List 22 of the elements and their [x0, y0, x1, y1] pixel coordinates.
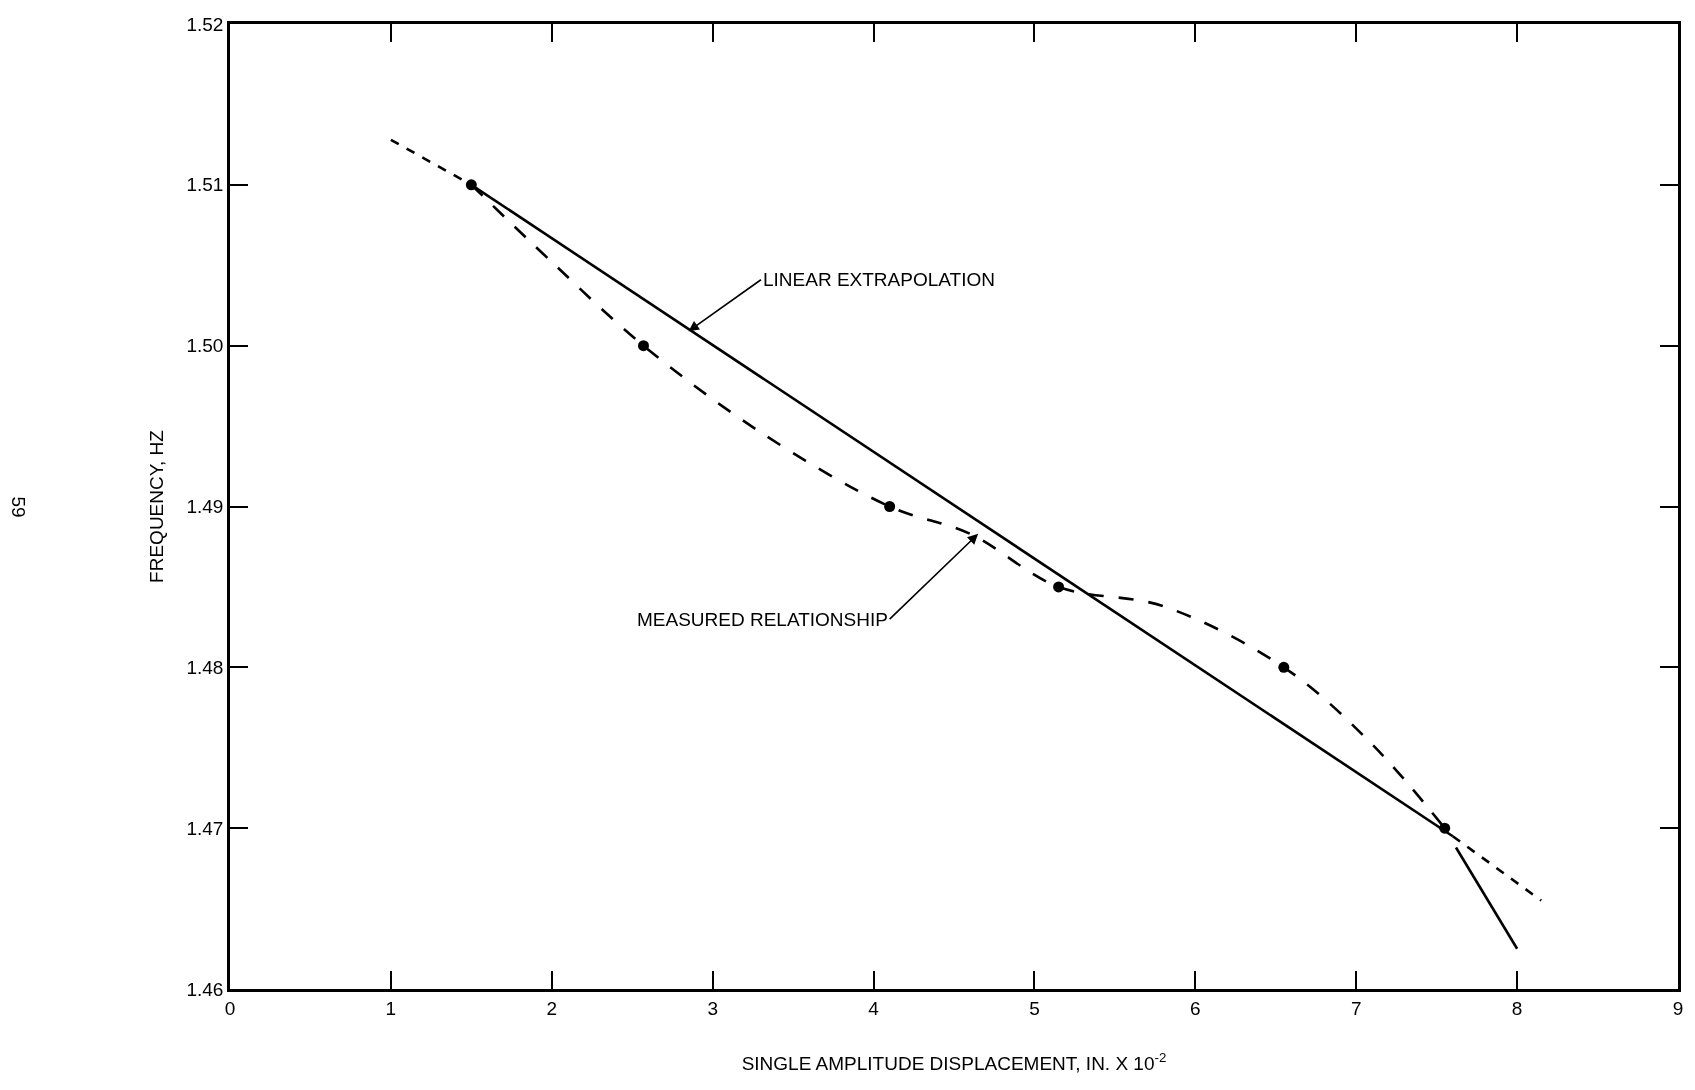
y-tick-label: 1.50 [186, 335, 224, 357]
x-axis-title: SINGLE AMPLITUDE DISPLACEMENT, IN. X 10$^{-2}$ [741, 1050, 1167, 1075]
text: 59 [7, 496, 29, 518]
y-tick-label: 1.51 [186, 174, 224, 196]
y-tick-label: 1.52 [186, 13, 224, 35]
x-tick-label: 8 [1511, 997, 1523, 1019]
x-tick-label: 1 [385, 997, 397, 1019]
annotation: LINEAR EXTRAPOLATION [763, 269, 995, 290]
x-tick-label: 7 [1350, 997, 1362, 1019]
x-tick-label: 5 [1029, 997, 1040, 1019]
x-tick-label: 3 [707, 997, 718, 1019]
y-tick-label: 1.49 [186, 496, 224, 518]
x-tick-label: 0 [224, 997, 236, 1019]
y-tick-label: 1.46 [186, 978, 224, 1000]
y-tick-label: 1.47 [186, 817, 224, 839]
y-axis-title: FREQUENCY, HZ [146, 429, 168, 583]
y-tick-label: 1.48 [186, 656, 224, 678]
x-tick-label: 9 [1672, 997, 1684, 1019]
x-tick-label: 2 [546, 997, 558, 1019]
annotation: MEASURED RELATIONSHIP [637, 609, 888, 630]
x-tick-label: 6 [1190, 997, 1201, 1019]
x-tick-label: 4 [868, 997, 880, 1019]
